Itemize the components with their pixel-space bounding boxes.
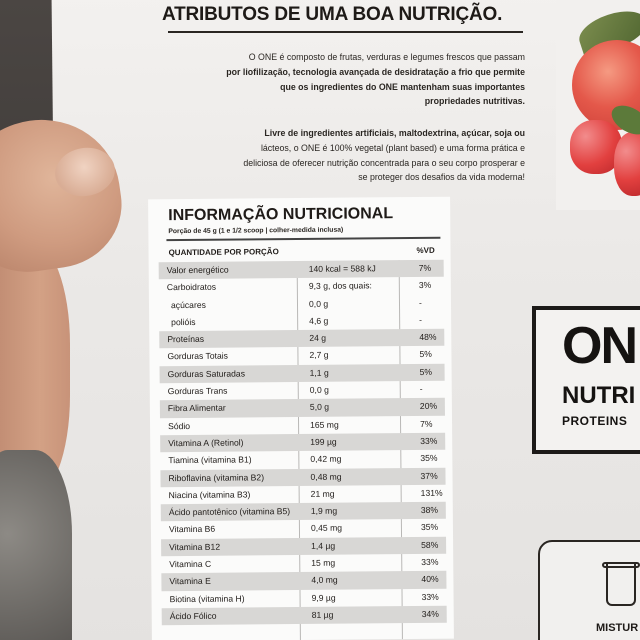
nutrient-daily-value: - (418, 297, 422, 308)
raspberry-illustration (614, 132, 640, 196)
paragraph-line: Livre de ingredientes artificiais, malto… (264, 128, 525, 138)
nutrient-quantity: 0,0 g (308, 298, 329, 309)
nutrition-divider (166, 236, 441, 241)
nutrient-name: Vitamina A (Retinol) (168, 437, 244, 449)
nutrient-daily-value: - (419, 314, 423, 325)
nutrition-rows: Valor energético 140 kcal = 588 kJ 7% Carbo… (158, 259, 447, 626)
nutrient-name: Riboflavina (vitamina B2) (168, 471, 265, 483)
cropped-top-text (275, 0, 515, 2)
nutrient-quantity: 165 mg (310, 419, 339, 430)
nutrient-daily-value: 58% (421, 539, 439, 550)
nutrition-portion: Porção de 45 g (1 e 1/2 scoop | colher-m… (168, 226, 344, 236)
nutrient-daily-value: 20% (419, 401, 438, 412)
nutrient-quantity: 0,45 mg (310, 523, 343, 534)
nutrient-quantity: 199 µg (310, 436, 337, 447)
nutrient-name: Proteínas (167, 334, 205, 345)
nutrient-name: Ácido Fólico (169, 610, 217, 622)
heading-underline (168, 31, 523, 33)
paragraph-line: O ONE é composto de frutas, verduras e l… (248, 52, 525, 62)
nutrient-daily-value: 48% (419, 332, 437, 343)
nutrition-facts-panel: INFORMAÇÃO NUTRICIONAL Porção de 45 g (1… (148, 196, 454, 640)
nutrient-daily-value: 34% (421, 608, 439, 619)
nutrient-daily-value: 5% (419, 366, 433, 377)
nutrient-daily-value: 3% (418, 280, 432, 291)
nutrient-name: Niacina (vitamina B3) (168, 489, 251, 501)
nutrient-name: Vitamina B6 (168, 524, 216, 535)
nutrient-name: Vitamina E (169, 576, 211, 587)
nutrient-name: açúcares (170, 299, 206, 310)
nutrition-header-row: QUANTIDADE POR PORÇÃO %VD (166, 242, 440, 260)
description-paragraph-2: Livre de ingredientes artificiais, malto… (165, 126, 525, 185)
nutrient-quantity: 0,0 g (309, 384, 329, 396)
paragraph-line: que os ingredientes do ONE mantenham sua… (280, 81, 525, 92)
nutrient-name: Gorduras Trans (167, 385, 228, 397)
cup-icon (602, 562, 640, 568)
nutrient-quantity: 24 g (309, 332, 327, 344)
nutrient-quantity: 9,9 µg (311, 592, 336, 603)
nutrient-name: Gorduras Totais (167, 351, 229, 362)
section-heading: ATRIBUTOS DE UMA BOA NUTRIÇÃO. (162, 4, 503, 25)
nutrient-name: Biotina (vitamina H) (169, 593, 245, 604)
paragraph-line: por liofilização, tecnologia avançada de… (226, 66, 525, 77)
nutrient-name: polióis (171, 316, 196, 328)
brand-logo: ON NUTRI PROTEINS (532, 306, 640, 454)
nutrient-quantity: 0,42 mg (310, 453, 342, 465)
sweater-sleeve (0, 450, 72, 640)
nutrient-quantity: 140 kcal = 588 kJ (308, 263, 376, 274)
mix-label: MISTUR (596, 622, 639, 634)
nutrient-daily-value: 131% (420, 487, 443, 498)
nutrient-daily-value: 5% (419, 349, 432, 360)
nutrient-name: Sódio (168, 420, 191, 431)
nutrient-name: Vitamina C (169, 558, 212, 570)
nutrition-title: INFORMAÇÃO NUTRICIONAL (168, 205, 394, 225)
nutrient-daily-value: 35% (420, 453, 438, 464)
nutrient-name: Fibra Alimentar (167, 403, 226, 414)
nutrient-name: Vitamina B12 (169, 541, 221, 552)
nutrient-quantity: 4,0 mg (311, 575, 338, 586)
nutrient-quantity: 2,7 g (309, 350, 329, 361)
cup-icon (606, 564, 636, 606)
paragraph-line: propriedades nutritivas. (424, 96, 525, 107)
nutrient-quantity: 5,0 g (309, 402, 330, 413)
nutrient-daily-value: 33% (421, 556, 439, 568)
nutrient-quantity: 0,48 mg (310, 471, 342, 482)
nutrient-quantity: 1,1 g (309, 367, 329, 378)
raspberry-illustration (570, 120, 622, 174)
nutrient-daily-value: 40% (421, 574, 439, 585)
logo-text: NUTRI (562, 382, 636, 409)
nutrient-quantity: 4,6 g (309, 315, 329, 326)
nutrient-daily-value: 37% (420, 470, 438, 481)
column-header-vd: %VD (416, 245, 435, 255)
nutrient-quantity: 21 mg (310, 488, 335, 499)
nutrient-quantity: 1,9 mg (310, 505, 338, 517)
paragraph-line: se proteger dos desafios da vida moderna… (358, 172, 525, 183)
logo-text: PROTEINS (562, 414, 628, 428)
nutrient-name: Ácido pantotênico (vitamina B5) (168, 506, 291, 518)
nutrient-daily-value: - (419, 384, 423, 395)
nutrient-quantity: 81 µg (311, 609, 334, 620)
nutrient-quantity: 1,4 µg (311, 540, 336, 551)
nutrient-daily-value: 33% (421, 591, 439, 602)
nutrient-daily-value: 7% (420, 418, 433, 429)
nutrient-name: Carboidratos (166, 282, 217, 293)
logo-text: ON (562, 317, 638, 375)
nutrient-daily-value: 7% (418, 262, 432, 273)
nutrient-daily-value: 33% (420, 435, 438, 446)
paragraph-line: deliciosa de oferecer nutrição concentra… (243, 157, 525, 168)
description-paragraph-1: O ONE é composto de frutas, verduras e l… (165, 50, 525, 109)
nutrient-quantity: 9,3 g, dos quais: (308, 280, 372, 292)
nutrient-daily-value: 38% (420, 504, 439, 516)
nutrient-quantity: 15 mg (311, 557, 336, 568)
paragraph-line: lácteos, o ONE é 100% vegetal (plant bas… (260, 142, 525, 153)
nutrient-name: Tiamina (vitamina B1) (168, 454, 252, 466)
nutrient-name: Gorduras Saturadas (167, 368, 246, 379)
nutrient-name: Valor energético (166, 264, 229, 276)
nutrient-daily-value: 35% (420, 522, 439, 533)
column-header-quantity: QUANTIDADE POR PORÇÃO (168, 247, 279, 258)
mix-instruction-box: MISTUR (538, 540, 640, 640)
nutrition-row: Ácido Fólico 81 µg 34% (161, 605, 447, 626)
